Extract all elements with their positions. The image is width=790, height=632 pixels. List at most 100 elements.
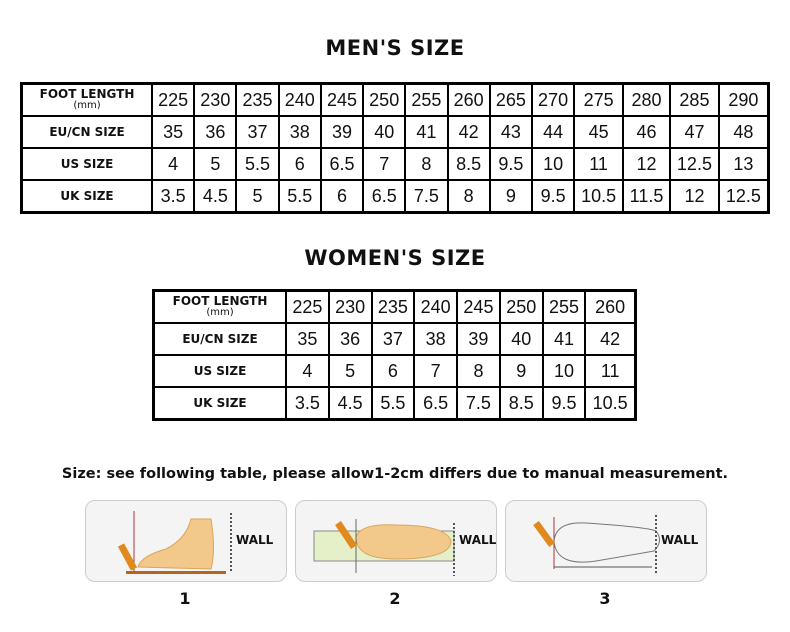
- row-label: US SIZE: [20, 147, 153, 181]
- size-cell: 38: [277, 115, 322, 149]
- step-number: 3: [599, 589, 611, 608]
- size-cell: 255: [541, 289, 587, 324]
- size-cell: 37: [370, 322, 416, 356]
- size-cell: 6.5: [319, 147, 365, 181]
- size-cell: 4: [285, 354, 330, 388]
- size-cell: 44: [530, 115, 576, 149]
- row-label: UK SIZE: [152, 386, 287, 421]
- size-cell: 11: [584, 354, 637, 388]
- size-cell: 3.5: [285, 386, 330, 421]
- size-cell: 11: [573, 147, 624, 181]
- size-cell: 9.5: [488, 147, 533, 181]
- size-cell: 7.5: [456, 386, 501, 421]
- size-cell: 240: [277, 82, 322, 117]
- row-label: EU/CN SIZE: [20, 115, 153, 149]
- size-cell: 9.5: [541, 386, 587, 421]
- size-cell: 225: [150, 82, 196, 117]
- size-cell: 260: [446, 82, 491, 117]
- size-cell: 7.5: [404, 179, 449, 214]
- row-label: UK SIZE: [20, 179, 153, 214]
- size-cell: 6: [319, 179, 365, 214]
- table-row: UK SIZE 3.5 4.5 5 5.5 6 6.5 7.5 8 9 9.5 10.5 11.5 12 1…: [20, 179, 770, 214]
- size-cell: 41: [404, 115, 449, 149]
- size-cell: 245: [319, 82, 365, 117]
- table-row: US SIZE 4 5 6 7 8 9 10 11: [152, 354, 637, 388]
- size-cell: 4: [150, 147, 196, 181]
- size-cell: 39: [319, 115, 365, 149]
- size-cell: 40: [498, 322, 544, 356]
- mens-size-title: MEN'S SIZE: [325, 36, 465, 60]
- size-cell: 8: [446, 179, 491, 214]
- size-cell: 10.5: [584, 386, 637, 421]
- size-cell: 40: [362, 115, 407, 149]
- size-cell: 12.5: [669, 147, 720, 181]
- step-2-illustration: WALL: [295, 500, 497, 582]
- mens-size-table: FOOT LENGTH (mm) 225 230 235 240 245 250 255 260 2…: [20, 82, 770, 214]
- measurement-note: Size: see following table, please allow1…: [61, 466, 729, 482]
- row-label-text: FOOT LENGTH: [39, 87, 135, 101]
- size-cell: 9.5: [530, 179, 576, 214]
- row-label-text: US SIZE: [60, 156, 114, 171]
- table-row: FOOT LENGTH (mm) 225 230 235 240 245 250 255 260: [152, 289, 637, 324]
- step-number: 1: [179, 589, 191, 608]
- wall-label: WALL: [661, 533, 699, 547]
- foot-outline-icon: [533, 515, 660, 575]
- size-cell: 270: [530, 82, 576, 117]
- size-cell: 9: [498, 354, 544, 388]
- size-cell: 39: [456, 322, 501, 356]
- table-row: UK SIZE 3.5 4.5 5.5 6.5 7.5 8.5 9.5 10.5: [152, 386, 637, 421]
- table-row: FOOT LENGTH (mm) 225 230 235 240 245 250 255 260 2…: [20, 82, 770, 117]
- size-cell: 6: [277, 147, 322, 181]
- size-cell: 8: [404, 147, 449, 181]
- wall-label: WALL: [459, 533, 497, 547]
- size-cell: 43: [488, 115, 533, 149]
- size-cell: 230: [327, 289, 373, 324]
- row-label-text: FOOT LENGTH: [172, 294, 268, 308]
- size-cell: 8: [456, 354, 501, 388]
- size-cell: 42: [446, 115, 491, 149]
- size-cell: 37: [235, 115, 280, 149]
- size-cell: 36: [327, 322, 373, 356]
- size-cell: 12.5: [717, 179, 770, 214]
- size-cell: 5.5: [277, 179, 322, 214]
- size-cell: 45: [573, 115, 624, 149]
- wall-label: WALL: [236, 533, 274, 547]
- foot-side-icon: [117, 511, 232, 574]
- size-cell: 235: [235, 82, 280, 117]
- size-cell: 235: [370, 289, 416, 324]
- size-cell: 36: [193, 115, 238, 149]
- size-cell: 6: [370, 354, 416, 388]
- row-label-text: US SIZE: [193, 363, 247, 378]
- size-cell: 275: [573, 82, 624, 117]
- row-label-text: UK SIZE: [60, 188, 114, 203]
- size-cell: 10.5: [573, 179, 624, 214]
- size-cell: 38: [413, 322, 459, 356]
- size-cell: 265: [488, 82, 533, 117]
- womens-size-table: FOOT LENGTH (mm) 225 230 235 240 245 250 255 260 E…: [152, 289, 637, 421]
- womens-size-title: WOMEN'S SIZE: [304, 246, 486, 270]
- size-cell: 3.5: [150, 179, 196, 214]
- size-cell: 5: [235, 179, 280, 214]
- row-label: US SIZE: [152, 354, 287, 388]
- size-cell: 11.5: [621, 179, 672, 214]
- size-cell: 225: [285, 289, 330, 324]
- size-cell: 7: [362, 147, 407, 181]
- row-sublabel: (mm): [73, 100, 101, 111]
- size-cell: 240: [413, 289, 459, 324]
- size-cell: 230: [193, 82, 238, 117]
- size-cell: 285: [669, 82, 720, 117]
- size-cell: 250: [498, 289, 544, 324]
- table-row: EU/CN SIZE 35 36 37 38 39 40 41 42: [152, 322, 637, 356]
- size-cell: 8.5: [498, 386, 544, 421]
- size-cell: 4.5: [193, 179, 238, 214]
- size-cell: 12: [621, 147, 672, 181]
- size-cell: 8.5: [446, 147, 491, 181]
- size-cell: 255: [404, 82, 449, 117]
- size-cell: 7: [413, 354, 459, 388]
- size-cell: 5: [327, 354, 373, 388]
- size-cell: 47: [669, 115, 720, 149]
- row-label: FOOT LENGTH (mm): [20, 82, 153, 117]
- size-cell: 12: [669, 179, 720, 214]
- step-3-illustration: WALL: [505, 500, 707, 582]
